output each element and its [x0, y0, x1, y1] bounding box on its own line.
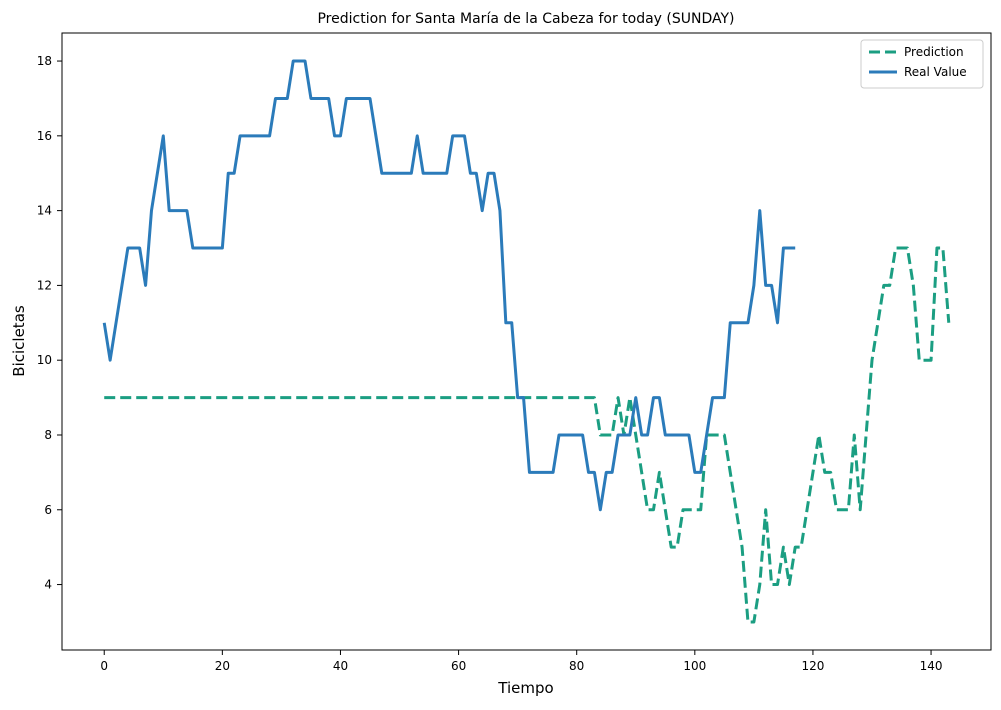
y-tick-label: 14: [37, 204, 52, 218]
x-tick-label: 80: [569, 659, 584, 673]
x-tick-label: 120: [801, 659, 824, 673]
y-tick-label: 6: [44, 503, 52, 517]
x-axis-label: Tiempo: [497, 679, 553, 697]
x-tick-label: 0: [100, 659, 108, 673]
x-tick-label: 140: [920, 659, 943, 673]
x-tick-label: 60: [451, 659, 466, 673]
y-tick-label: 4: [44, 578, 52, 592]
x-tick-label: 100: [683, 659, 706, 673]
x-tick-label: 40: [333, 659, 348, 673]
line-series: [102, 59, 796, 512]
legend-label: Real Value: [904, 65, 967, 79]
y-tick-label: 10: [37, 353, 52, 367]
plot-frame: [61, 32, 992, 651]
y-tick-label: 8: [44, 428, 52, 442]
line-series: [104, 246, 951, 624]
y-tick-label: 18: [37, 54, 52, 68]
legend-label: Prediction: [904, 45, 964, 59]
y-tick-label: 16: [37, 129, 52, 143]
chart-title: Prediction for Santa María de la Cabeza …: [317, 11, 734, 27]
y-axis-label: Bicicletas: [10, 305, 28, 377]
x-tick-label: 20: [215, 659, 230, 673]
y-tick-label: 12: [37, 278, 52, 292]
